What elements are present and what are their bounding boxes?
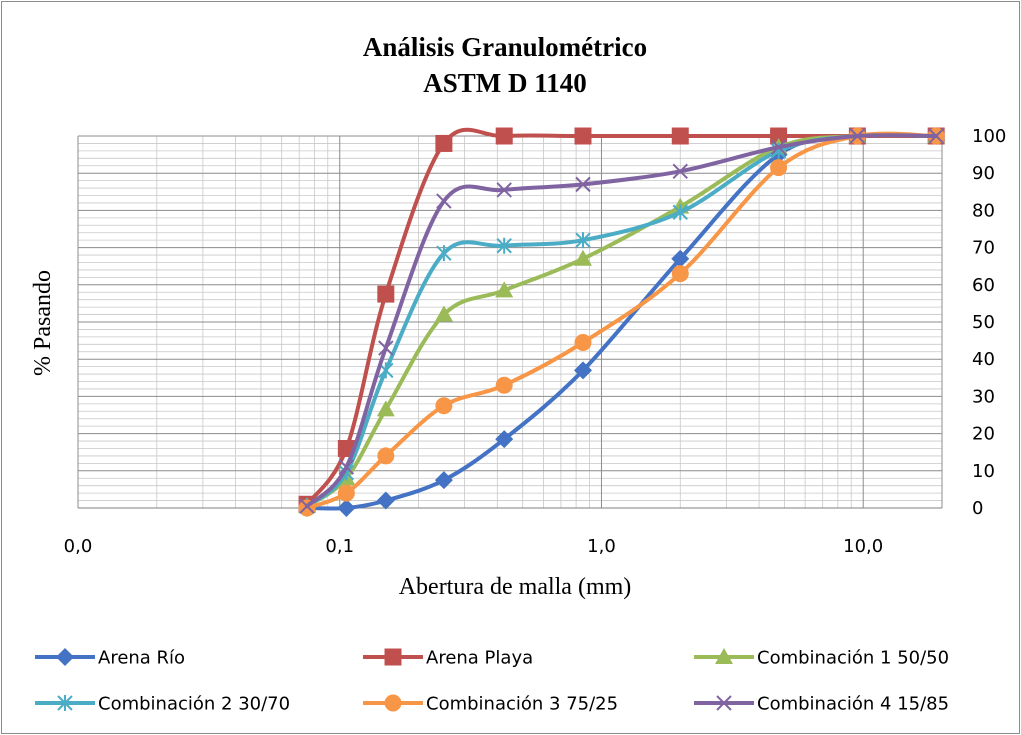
data-point xyxy=(377,447,395,465)
data-point xyxy=(377,285,395,303)
y-tick-label: 40 xyxy=(972,349,995,370)
data-point xyxy=(495,281,514,298)
data-point xyxy=(574,127,592,145)
series-line xyxy=(305,133,939,509)
y-tick-label: 90 xyxy=(972,163,995,184)
data-point xyxy=(574,333,592,351)
legend-label: Combinación 1 50/50 xyxy=(757,648,949,669)
plot-axes: 0 10 20 30 40 50 60 70 80 90 100 0,0 0,1 1,0 10,0 xyxy=(64,126,1007,557)
data-point xyxy=(495,127,513,145)
data-point xyxy=(573,249,592,266)
y-tick-label: 100 xyxy=(972,126,1006,147)
data-point xyxy=(378,340,394,356)
legend-label: Arena Río xyxy=(98,648,185,669)
legend-marker xyxy=(56,648,74,666)
data-point xyxy=(496,182,512,198)
data-point xyxy=(575,176,591,193)
x-tick-label: 0,1 xyxy=(325,536,354,557)
data-point xyxy=(376,400,395,417)
y-tick-label: 0 xyxy=(972,498,983,519)
plot-grid xyxy=(77,135,943,509)
plot-series xyxy=(298,127,946,517)
data-point xyxy=(376,491,395,510)
legend-marker xyxy=(716,695,732,711)
data-point xyxy=(436,193,452,209)
y-tick-label: 20 xyxy=(972,424,995,445)
data-point xyxy=(672,204,688,221)
legend-marker xyxy=(715,648,733,664)
data-point xyxy=(770,139,787,155)
data-point xyxy=(338,459,355,475)
legend-marker xyxy=(384,694,402,712)
legend-label: Arena Playa xyxy=(426,648,533,669)
x-tick-label: 1,0 xyxy=(587,536,616,557)
data-point xyxy=(672,163,688,180)
y-tick-label: 10 xyxy=(972,461,995,482)
legend-label: Combinación 2 30/70 xyxy=(98,694,290,715)
y-tick-label: 60 xyxy=(972,275,995,296)
y-tick-label: 80 xyxy=(972,200,995,221)
y-tick-label: 30 xyxy=(972,386,995,407)
data-point xyxy=(299,498,315,514)
data-point xyxy=(575,232,591,249)
legend-label: Combinación 3 75/25 xyxy=(426,694,618,715)
data-point xyxy=(434,471,453,490)
x-axis-title: Abertura de malla (mm) xyxy=(399,574,632,600)
x-tick-label: 10,0 xyxy=(843,536,883,557)
legend-entry: Combinación 4 15/85 xyxy=(694,694,949,715)
data-point xyxy=(849,128,866,144)
data-point xyxy=(671,127,689,145)
series-line xyxy=(305,132,939,509)
x-tick-label: 0,0 xyxy=(64,536,93,557)
chart-title-line-1: Análisis Granulométrico xyxy=(363,32,647,62)
data-point xyxy=(671,265,689,283)
legend: Arena Río Arena Playa Combinación 1 50/50 C… xyxy=(35,648,949,715)
data-point xyxy=(337,499,356,517)
legend-entry: Arena Playa xyxy=(363,648,533,669)
legend-marker xyxy=(57,695,73,711)
series-6 xyxy=(299,128,944,514)
data-point xyxy=(496,237,512,254)
y-axis-title: % Pasando xyxy=(30,270,56,376)
data-point xyxy=(770,159,788,177)
data-point xyxy=(435,397,453,415)
legend-entry: Arena Río xyxy=(35,648,185,669)
chart-title-line-2: ASTM D 1140 xyxy=(423,68,587,98)
data-point xyxy=(928,128,944,144)
legend-entry: Combinación 2 30/70 xyxy=(35,694,290,715)
data-point xyxy=(435,134,453,152)
data-point xyxy=(770,127,788,145)
data-point xyxy=(495,376,513,394)
y-tick-label: 70 xyxy=(972,238,995,259)
legend-entry: Combinación 3 75/25 xyxy=(363,694,618,715)
series-line xyxy=(305,131,939,510)
data-point xyxy=(495,430,514,449)
data-point xyxy=(337,484,355,502)
legend-marker xyxy=(384,648,402,666)
legend-entry: Combinación 1 50/50 xyxy=(694,648,949,669)
data-point xyxy=(671,249,690,268)
data-point xyxy=(436,245,452,262)
series-line xyxy=(305,133,939,509)
data-point xyxy=(434,305,453,322)
y-tick-label: 50 xyxy=(972,312,995,333)
data-point xyxy=(573,361,592,380)
legend-label: Combinación 4 15/85 xyxy=(757,694,949,715)
